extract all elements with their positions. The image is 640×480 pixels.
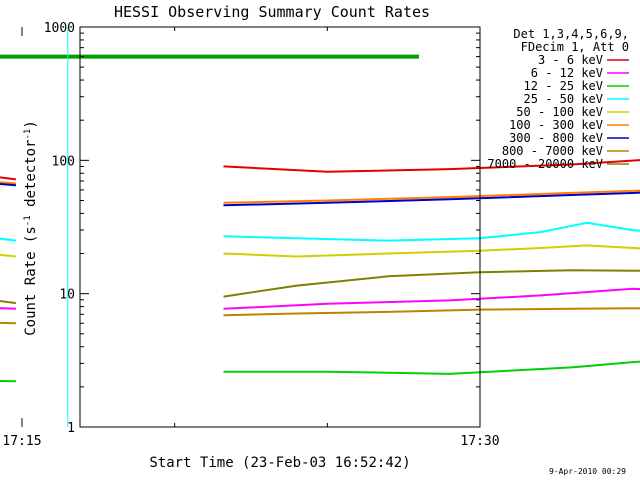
legend: Det 1,3,4,5,6,9, FDecim 1, Att 0 3 - 6 k… [487,27,629,171]
y-tick-label: 1 [67,421,75,436]
series-3-6-kev-segment-0 [0,176,17,181]
legend-title-line-1: Det 1,3,4,5,6,9, [513,27,629,41]
x-tick-label: 17:30 [460,434,499,449]
y-axis-label: Count Rate (s-1 detector-1) [23,120,39,336]
flag-bars: NRD0RD4 [0,54,419,59]
series-12-25-kev-segment-1 [223,360,640,375]
x-tick-label: 17:15 [2,434,41,449]
legend-label-100-300-kev: 100 - 300 keV [509,118,603,132]
y-axis-label-pre: Count Rate (s [23,226,39,336]
chart-title: HESSI Observing Summary Count Rates [114,3,430,21]
plot-frame [79,26,481,428]
legend-title-line-2: FDecim 1, Att 0 [521,40,629,54]
series-300-800-kev-segment-1 [223,191,640,207]
y-tick-label: 10 [59,288,75,303]
series-50-100-kev-segment-0 [0,253,17,258]
y-axis-label-mid: detector [23,140,39,216]
y-axis-label-sup1: -1 [23,215,33,226]
series-12-25-kev-segment-0 [0,379,16,383]
series-50-100-kev-segment-1 [223,244,640,258]
y-axis-label-sup2: -1 [23,129,33,140]
footer-date: 9-Apr-2010 00:29 [549,467,626,476]
legend-label-6-12-kev: 6 - 12 keV [531,66,603,80]
axis-ticks: 17:0017:1517:3017:4518:0018:1518:3011010… [2,21,499,449]
series-7000-20000-kev-segment-0 [0,299,17,305]
series-100-300-kev-segment-1 [223,189,640,204]
series-6-12-kev-segment-1 [223,287,640,310]
y-tick-label: 1000 [44,21,75,36]
legend-label-3-6-kev: 3 - 6 keV [538,53,603,67]
series-800-7000-kev-segment-0 [0,321,16,325]
plot-axes [79,26,481,428]
series-3-6-kev-segment-1 [223,159,640,173]
legend-label-12-25-kev: 12 - 25 keV [524,79,603,93]
legend-label-25-50-kev: 25 - 50 keV [524,92,603,106]
series-800-7000-kev-segment-1 [223,307,640,317]
legend-label-50-100-kev: 50 - 100 keV [516,105,603,119]
legend-label-7000-20000-kev: 7000 - 20000 keV [487,157,603,171]
series-25-50-kev-segment-1 [223,221,640,242]
y-tick-label: 100 [52,154,75,169]
series-7000-20000-kev-segment-1 [223,269,640,298]
series-lines [0,159,640,383]
legend-label-800-7000-kev: 800 - 7000 keV [502,144,603,158]
series-25-50-kev-segment-0 [0,237,17,242]
legend-label-300-800-kev: 300 - 800 keV [509,131,603,145]
vertical-markers [67,27,69,427]
x-axis-label: Start Time (23-Feb-03 16:52:42) [149,455,410,471]
y-axis-label-post: ) [23,120,39,128]
